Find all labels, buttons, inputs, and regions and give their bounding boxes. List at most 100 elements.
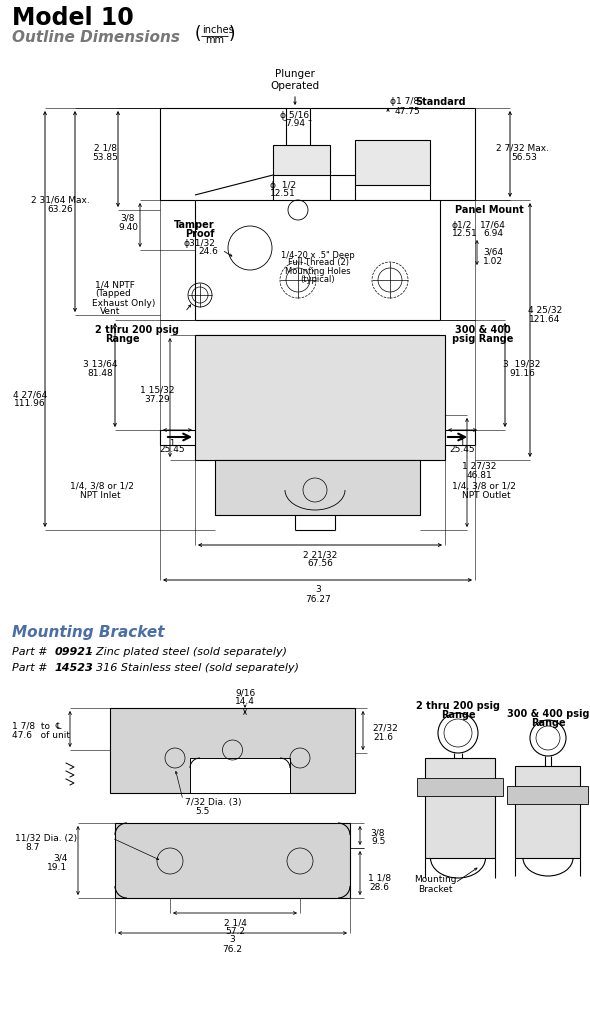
- Text: 63.26: 63.26: [47, 205, 73, 213]
- Text: 12.51: 12.51: [452, 230, 478, 239]
- Text: 3/64: 3/64: [483, 247, 503, 256]
- Bar: [110, 708, 355, 793]
- Text: 1/4, 3/8 or 1/2: 1/4, 3/8 or 1/2: [70, 483, 134, 492]
- Text: 1.02: 1.02: [483, 256, 503, 265]
- Bar: [190, 758, 290, 793]
- Text: 3/8: 3/8: [370, 828, 385, 837]
- Text: 11/32 Dia. (2): 11/32 Dia. (2): [15, 833, 77, 843]
- Text: NPT Outlet: NPT Outlet: [462, 492, 510, 500]
- Text: 14523: 14523: [55, 663, 94, 673]
- Text: 9.40: 9.40: [118, 222, 138, 232]
- Text: - Zinc plated steel (sold separately): - Zinc plated steel (sold separately): [85, 647, 287, 657]
- Text: 76.27: 76.27: [305, 594, 331, 604]
- Text: 1 27/32: 1 27/32: [462, 461, 496, 470]
- Text: 17/64: 17/64: [480, 220, 506, 230]
- Text: 2 1/4: 2 1/4: [224, 918, 247, 928]
- Text: Proof: Proof: [185, 229, 215, 239]
- Text: Exhaust Only): Exhaust Only): [92, 298, 155, 308]
- Text: 76.2: 76.2: [222, 944, 242, 953]
- Text: Bracket: Bracket: [418, 885, 453, 894]
- Text: ϕ31/32: ϕ31/32: [183, 239, 215, 247]
- Bar: [215, 460, 420, 515]
- Text: 53.85: 53.85: [92, 153, 118, 162]
- Text: Range: Range: [441, 710, 476, 720]
- Text: psig Range: psig Range: [452, 334, 513, 344]
- Text: 1 15/32: 1 15/32: [140, 385, 174, 395]
- Text: 121.64: 121.64: [529, 315, 560, 324]
- Text: 19.1: 19.1: [47, 862, 67, 871]
- Text: 12.51: 12.51: [270, 190, 296, 199]
- Text: 3 13/64: 3 13/64: [83, 360, 117, 369]
- Text: Panel Mount: Panel Mount: [455, 205, 524, 215]
- Text: 2 7/32 Max.: 2 7/32 Max.: [496, 144, 549, 153]
- Text: Tamper: Tamper: [175, 220, 215, 230]
- Text: 67.56: 67.56: [307, 560, 333, 569]
- Text: 4 25/32: 4 25/32: [528, 305, 562, 315]
- Text: 14.4: 14.4: [235, 697, 255, 706]
- Text: 27/32: 27/32: [372, 724, 398, 733]
- Text: 1 1/8: 1 1/8: [368, 873, 391, 883]
- Bar: [417, 778, 503, 796]
- Text: 300 & 400 psig: 300 & 400 psig: [507, 709, 589, 719]
- Text: (typical): (typical): [301, 275, 335, 284]
- Text: Mounting Holes: Mounting Holes: [285, 266, 351, 276]
- Text: Part #: Part #: [12, 663, 51, 673]
- Text: Mounting: Mounting: [414, 875, 456, 885]
- Text: ): ): [229, 25, 235, 43]
- Text: 24.6: 24.6: [198, 247, 218, 256]
- Text: 1: 1: [460, 439, 465, 448]
- Text: 56.53: 56.53: [511, 153, 537, 162]
- Text: inches: inches: [202, 25, 234, 35]
- Text: 4 27/64: 4 27/64: [13, 391, 47, 400]
- Text: ϕ1/2: ϕ1/2: [452, 220, 473, 230]
- Text: Full Thread (2): Full Thread (2): [287, 258, 349, 268]
- Bar: [425, 758, 495, 858]
- Text: 47.75: 47.75: [395, 108, 421, 117]
- Text: 37.29: 37.29: [144, 395, 170, 404]
- Text: 2 1/8: 2 1/8: [93, 144, 116, 153]
- Text: 3  19/32: 3 19/32: [503, 360, 540, 369]
- Text: 1 7/8  to  ℄: 1 7/8 to ℄: [12, 722, 61, 731]
- Text: 1: 1: [169, 439, 175, 448]
- Text: 47.6   of unit: 47.6 of unit: [12, 731, 70, 739]
- Text: 3/4: 3/4: [53, 854, 67, 862]
- Text: 25.45: 25.45: [159, 446, 185, 454]
- Text: 7/32 Dia. (3): 7/32 Dia. (3): [185, 798, 241, 808]
- Text: (: (: [195, 25, 201, 43]
- Text: 81.48: 81.48: [87, 369, 113, 377]
- Text: 57.2: 57.2: [225, 928, 245, 937]
- Text: ϕ  1/2: ϕ 1/2: [270, 180, 296, 190]
- Text: 09921: 09921: [55, 647, 94, 657]
- Text: 1/4 NPTF: 1/4 NPTF: [95, 281, 135, 289]
- Text: 3: 3: [229, 936, 235, 944]
- Text: Mounting Bracket: Mounting Bracket: [12, 625, 165, 641]
- Bar: [355, 140, 430, 184]
- Bar: [507, 786, 588, 804]
- Bar: [515, 766, 580, 858]
- Text: 300 & 400: 300 & 400: [455, 325, 511, 335]
- Text: mm: mm: [205, 35, 224, 45]
- Text: 8.7: 8.7: [25, 843, 40, 852]
- Text: 9/16: 9/16: [235, 689, 255, 697]
- Text: Standard: Standard: [415, 97, 466, 107]
- Text: - 316 Stainless steel (sold separately): - 316 Stainless steel (sold separately): [85, 663, 299, 673]
- Text: 1/4, 3/8 or 1/2: 1/4, 3/8 or 1/2: [452, 483, 516, 492]
- Text: Range: Range: [105, 334, 140, 344]
- Text: NPT Inlet: NPT Inlet: [80, 492, 120, 500]
- Text: 46.81: 46.81: [466, 470, 492, 480]
- Text: 25.45: 25.45: [449, 446, 475, 454]
- Text: 28.6: 28.6: [369, 883, 389, 892]
- Text: 1/4-20 x .5" Deep: 1/4-20 x .5" Deep: [281, 250, 355, 259]
- Text: 7.94: 7.94: [285, 120, 305, 128]
- Text: 5.5: 5.5: [195, 808, 209, 817]
- Text: 2 21/32: 2 21/32: [303, 550, 337, 560]
- Text: Plunger
Operated: Plunger Operated: [270, 70, 320, 91]
- Text: 3/8: 3/8: [121, 213, 135, 222]
- Text: (Tapped: (Tapped: [95, 289, 131, 298]
- Text: 111.96: 111.96: [14, 400, 46, 409]
- Text: ϕ1 7/8: ϕ1 7/8: [390, 97, 419, 107]
- Text: 91.16: 91.16: [509, 369, 535, 377]
- Text: Vent: Vent: [100, 308, 120, 317]
- Bar: [273, 145, 330, 175]
- Text: ϕ 5/16: ϕ 5/16: [280, 112, 310, 121]
